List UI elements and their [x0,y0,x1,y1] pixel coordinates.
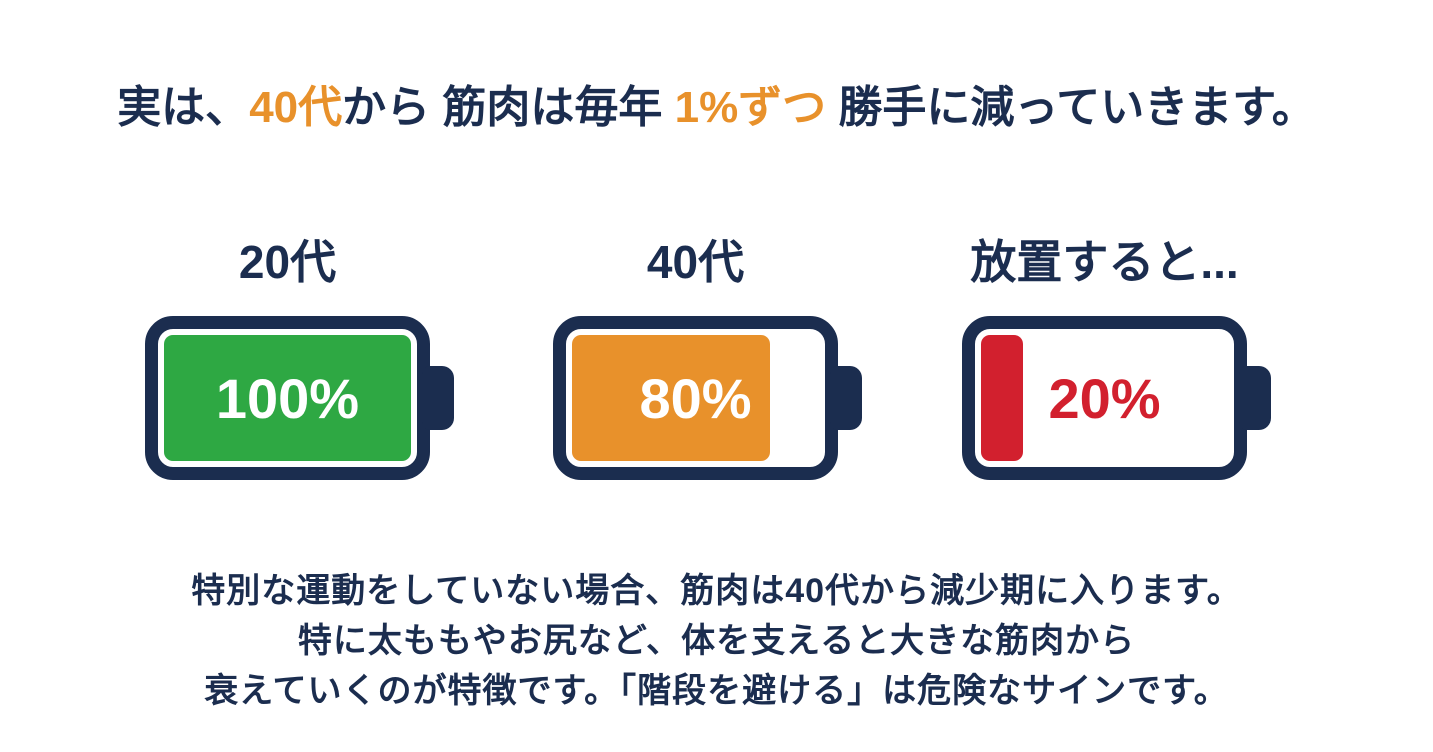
battery-label: 放置すると... [970,236,1239,288]
footer-line: 衰えていくのが特徴です。「階段を避ける」は危険なサインです。 [204,672,1229,710]
title-segment: から 筋肉は毎年 [342,83,675,132]
battery-card-40s: 40代 80% [553,236,862,480]
battery-icon: 20% [962,316,1275,480]
battery-label: 40代 [646,236,745,288]
battery-inner: 100% [164,335,411,461]
title-segment-highlight: 40代 [249,83,343,132]
footer-line: 特別な運動をしていない場合、筋肉は40代から減少期に入ります。 [191,572,1242,610]
battery-body: 100% [145,316,430,480]
battery-terminal [1239,366,1271,430]
battery-body: 20% [962,316,1247,480]
battery-fill [572,335,770,461]
footer-text: 特別な運動をしていない場合、筋肉は40代から減少期に入ります。 特に太ももやお尻… [0,566,1433,716]
battery-inner: 20% [981,335,1228,461]
page-title: 実は、40代から 筋肉は毎年 1%ずつ 勝手に減っていきます。 [0,82,1433,134]
footer-line: 特に太ももやお尻など、体を支えると大きな筋肉から [297,622,1136,660]
battery-terminal [830,366,862,430]
title-segment: 勝手に減っていきます。 [826,83,1316,132]
battery-icon: 100% [145,316,458,480]
battery-percent: 20% [1048,366,1161,430]
battery-card-20s: 20代 100% [145,236,454,480]
battery-percent: 100% [215,366,360,430]
battery-card-neglect: 放置すると... 20% [962,236,1271,480]
battery-body: 80% [553,316,838,480]
battery-inner: 80% [572,335,819,461]
battery-label: 20代 [238,236,337,288]
battery-fill [981,335,1023,461]
battery-icon: 80% [553,316,866,480]
title-segment: 実は、 [117,83,250,132]
title-segment-highlight: 1%ずつ [674,83,827,132]
battery-percent: 80% [639,366,752,430]
battery-terminal [422,366,454,430]
battery-fill [164,335,411,461]
